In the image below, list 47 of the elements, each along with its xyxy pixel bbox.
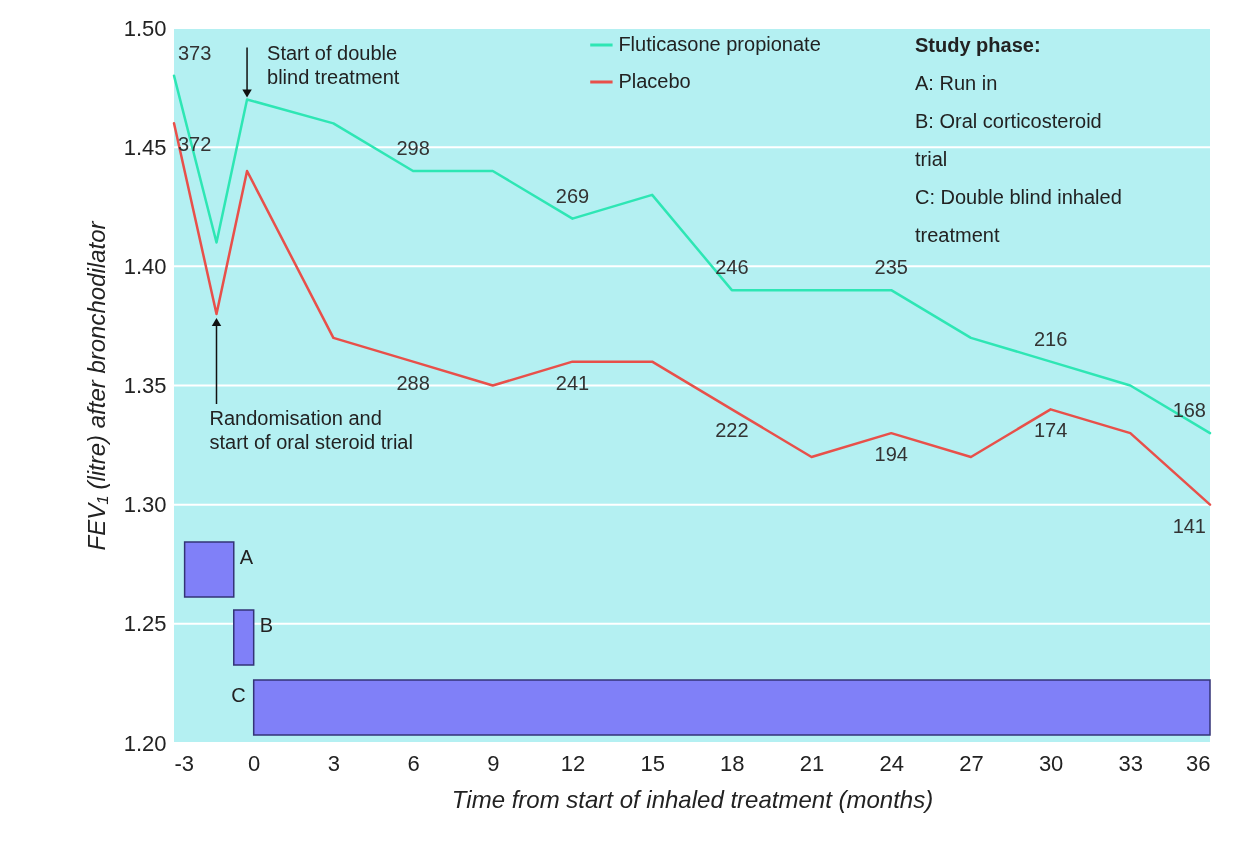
- x-tick-label: 15: [640, 750, 665, 776]
- annotation: 298: [396, 137, 430, 159]
- annotation: Start of double blind treatment: [267, 41, 400, 88]
- x-tick-label: 0: [248, 750, 261, 776]
- y-tick-label: 1.50: [123, 15, 167, 41]
- annotation: 269: [555, 184, 590, 207]
- annotation: Study phase:: [915, 34, 1041, 56]
- y-tick-label: 1.45: [123, 134, 167, 160]
- annotation: C: Double blind inhaled treatment: [915, 186, 1122, 246]
- annotation: 246: [715, 256, 749, 279]
- band-label: A: [239, 545, 254, 568]
- legend-label: Fluticasone propionate: [618, 33, 821, 55]
- annotation: 235: [874, 256, 908, 279]
- x-tick-label: 30: [1038, 750, 1064, 776]
- annotation: 174: [1033, 419, 1068, 442]
- x-tick-label: 36: [1186, 750, 1211, 776]
- annotation: 241: [555, 371, 590, 394]
- x-tick-label: 24: [879, 750, 904, 776]
- annotation: 288: [396, 371, 430, 394]
- x-tick-label: 9: [487, 750, 500, 776]
- y-tick-label: 1.35: [123, 373, 167, 398]
- x-tick-label: 33: [1118, 750, 1144, 776]
- legend-label: Placebo: [618, 70, 691, 92]
- x-tick-label: 27: [959, 750, 984, 776]
- x-tick-label: -3: [174, 750, 195, 776]
- band-label: C: [231, 683, 246, 706]
- x-tick-label: 12: [560, 750, 586, 776]
- annotation: 141: [1172, 514, 1206, 537]
- annotation: 168: [1172, 399, 1206, 422]
- y-tick-label: 1.25: [123, 611, 167, 637]
- x-tick-label: 3: [327, 750, 341, 776]
- annotation: 373: [178, 41, 212, 64]
- y-tick-label: 1.20: [123, 730, 167, 756]
- annotation: Randomisation and start of oral steroid trial: [209, 407, 413, 453]
- y-tick-label: 1.40: [123, 253, 167, 279]
- y-tick-label: 1.30: [123, 492, 167, 518]
- annotation: B: Oral corticosteroid trial: [915, 110, 1102, 170]
- x-axis-title: Time from start of inhaled treatment (months): [451, 785, 934, 813]
- annotation: 194: [874, 443, 908, 466]
- annotation: 222: [715, 419, 749, 442]
- x-tick-label: 18: [720, 750, 745, 776]
- annotation: A: Run in: [915, 72, 998, 94]
- annotation: 216: [1033, 327, 1068, 350]
- x-tick-label: 21: [799, 750, 825, 776]
- band-label: B: [259, 613, 274, 636]
- x-tick-label: 6: [407, 750, 420, 776]
- y-axis-title: FEV₁ (litre) after bronchodilator: [82, 220, 110, 551]
